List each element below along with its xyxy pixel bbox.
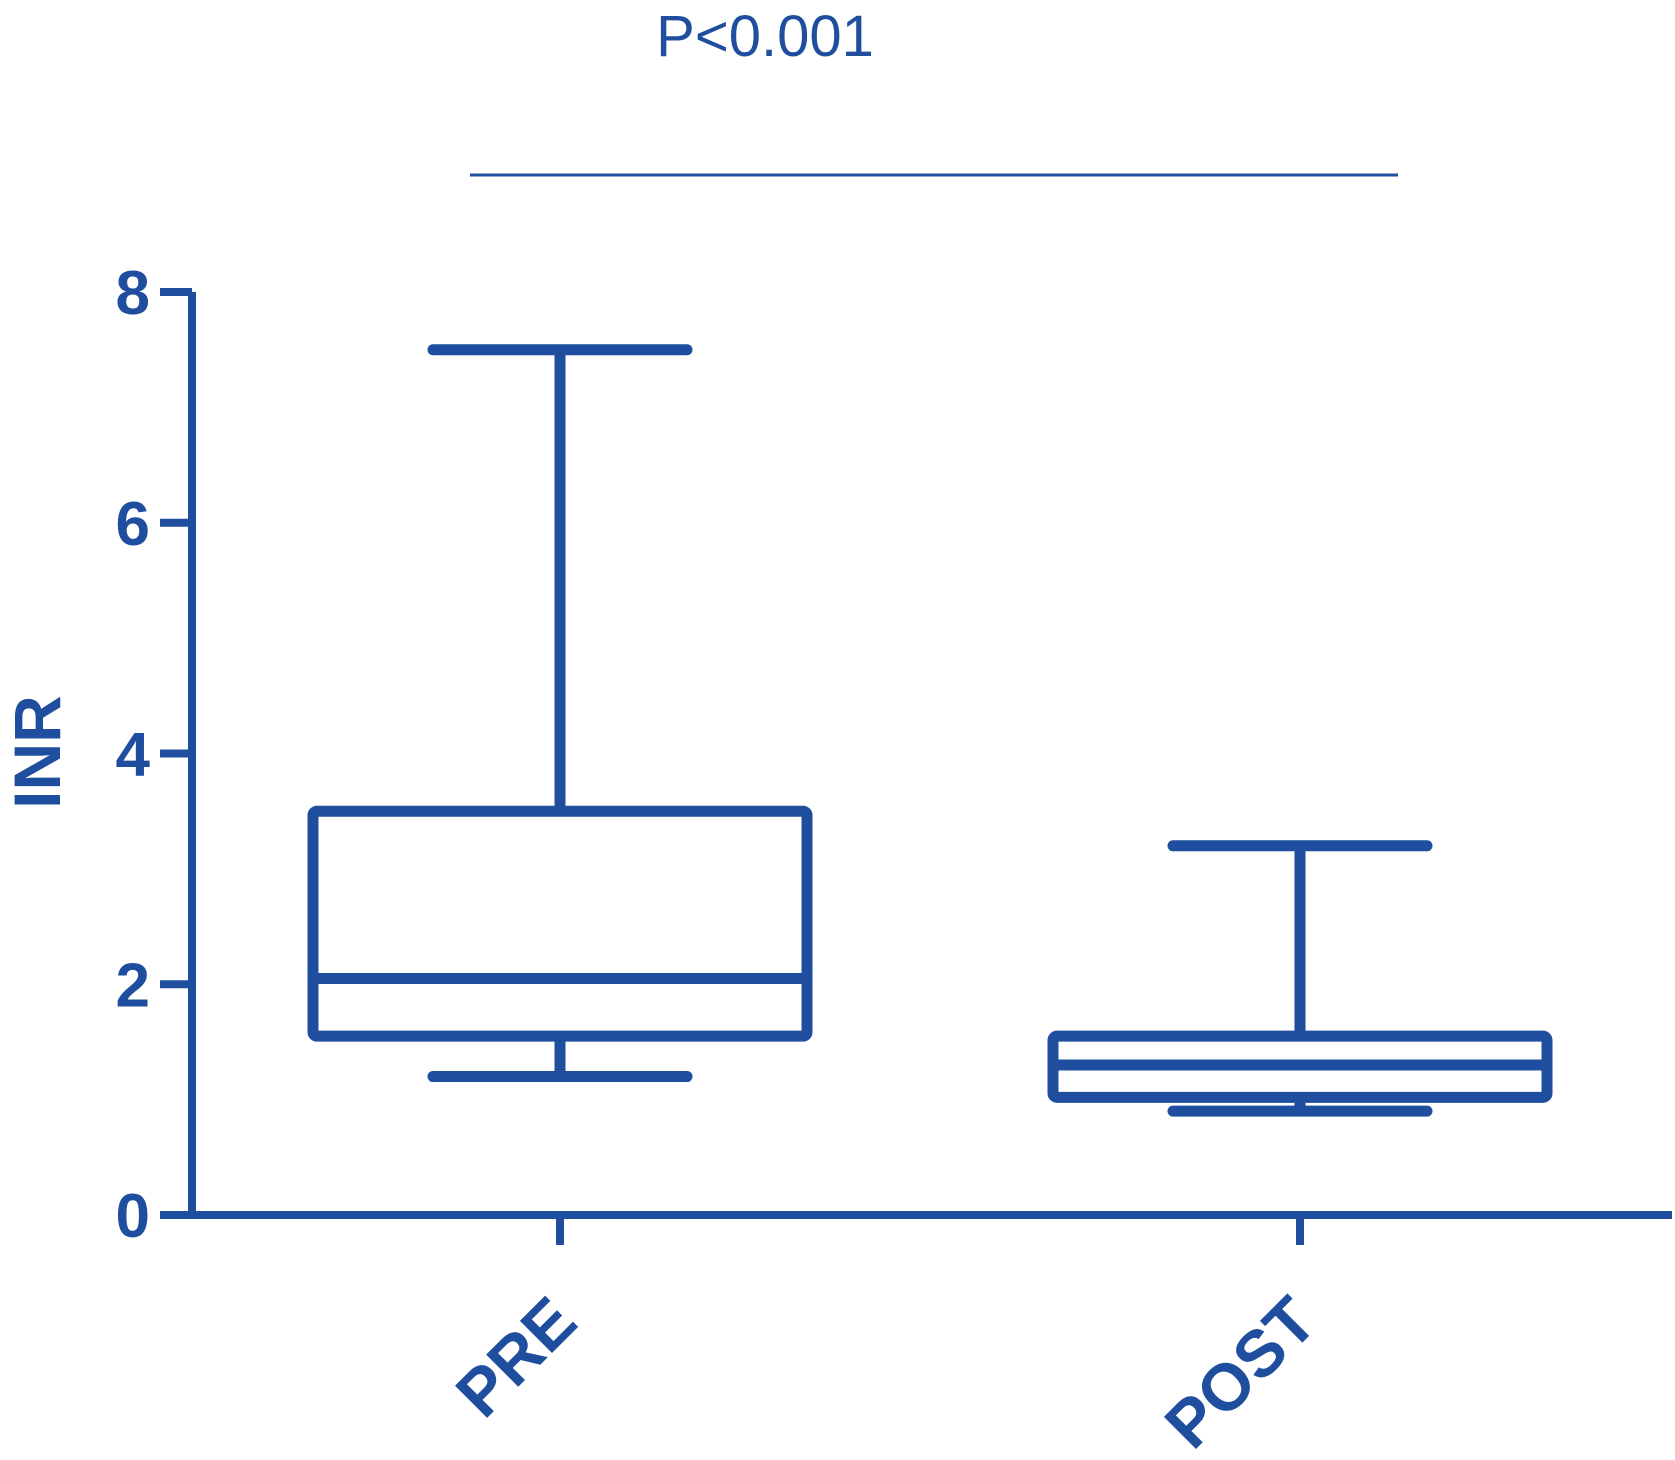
y-tick-label: 4 [116, 721, 151, 790]
x-tick-label: POST [1151, 1283, 1330, 1460]
y-axis-label: INR [0, 695, 74, 809]
significance-annotation: P<0.001 [656, 4, 874, 69]
box-pre [307, 344, 813, 1083]
y-tick-label: 0 [116, 1182, 150, 1251]
y-tick-label: 2 [116, 951, 150, 1020]
y-tick-label: 8 [116, 259, 150, 328]
iqr-box [307, 805, 813, 1042]
y-tick-label: 6 [116, 490, 150, 559]
boxes [307, 344, 1553, 1117]
box-post [1047, 840, 1553, 1117]
x-tick-label: PRE [442, 1283, 590, 1431]
